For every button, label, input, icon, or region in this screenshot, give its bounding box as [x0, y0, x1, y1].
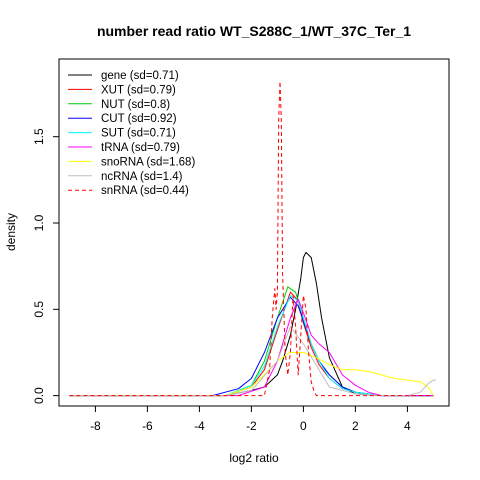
series-line-1 [69, 291, 434, 397]
x-axis: -8 -6 -4 -2 0 2 4 [90, 405, 411, 433]
series-line-3 [69, 296, 434, 397]
legend-label-2: NUT (sd=0.8) [101, 99, 170, 111]
x-axis-label: log2 ratio [229, 451, 279, 465]
y-axis: 0.0 0.5 1.0 1.5 [32, 128, 60, 404]
x-tick-label: -2 [246, 419, 257, 433]
series-line-6 [69, 352, 434, 397]
series-line-7 [69, 326, 436, 397]
y-tick-label: 1.0 [32, 214, 46, 231]
chart-title: number read ratio WT_S288C_1/WT_37C_Ter_… [97, 23, 411, 39]
y-axis-label: density [4, 213, 18, 251]
x-tick-label: -6 [142, 419, 153, 433]
legend: gene (sd=0.71) XUT (sd=0.79) NUT (sd=0.8) C… [68, 70, 195, 197]
x-tick-label: 0 [300, 419, 307, 433]
legend-label-4: SUT (sd=0.71) [101, 128, 176, 140]
x-tick-label: -4 [194, 419, 205, 433]
series-line-5 [69, 298, 434, 397]
plot-frame [58, 58, 450, 407]
x-tick-label: 4 [404, 419, 411, 433]
y-tick-label: 0.5 [32, 301, 46, 318]
legend-label-0: gene (sd=0.71) [101, 70, 179, 82]
y-tick-label: 1.5 [32, 128, 46, 145]
legend-label-1: XUT (sd=0.79) [101, 84, 176, 96]
legend-label-5: tRNA (sd=0.79) [101, 142, 180, 154]
legend-label-6: snoRNA (sd=1.68) [101, 156, 195, 168]
x-tick-label: 2 [352, 419, 359, 433]
series-line-8 [69, 80, 434, 397]
y-tick-label: 0.0 [32, 387, 46, 404]
series-line-4 [69, 295, 434, 397]
legend-label-7: ncRNA (sd=1.4) [101, 171, 183, 183]
x-tick-label: -8 [90, 419, 101, 433]
series-layer [69, 80, 436, 397]
legend-label-3: CUT (sd=0.92) [101, 113, 177, 125]
series-line-2 [69, 286, 434, 397]
legend-label-8: snRNA (sd=0.44) [101, 185, 189, 197]
